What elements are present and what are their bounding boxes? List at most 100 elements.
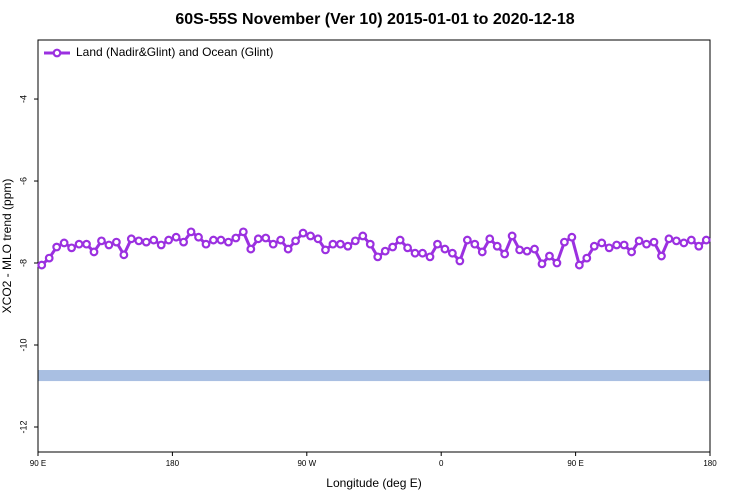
y-tick-label: -6: [18, 177, 28, 185]
data-point: [52, 242, 62, 252]
data-point: [560, 237, 569, 247]
data-point: [37, 260, 47, 270]
data-point: [283, 244, 293, 254]
data-point: [388, 242, 398, 252]
data-point: [246, 244, 256, 254]
data-point: [642, 239, 651, 249]
data-point: [574, 260, 584, 270]
data-point: [268, 239, 278, 249]
data-point: [567, 232, 577, 242]
data-point: [589, 241, 599, 251]
data-point: [298, 228, 308, 238]
data-point: [433, 239, 442, 249]
data-point: [119, 250, 129, 260]
data-point: [111, 237, 121, 247]
data-point: [649, 237, 659, 247]
data-point: [89, 247, 99, 257]
data-point: [701, 235, 711, 245]
data-point: [500, 249, 510, 259]
data-point: [253, 234, 263, 244]
data-point: [343, 241, 353, 251]
y-tick-label: -10: [18, 338, 28, 351]
legend-marker: [52, 48, 62, 58]
data-point: [186, 227, 196, 237]
data-point: [126, 234, 136, 244]
data-point: [515, 245, 524, 255]
data-point: [403, 243, 413, 253]
data-point: [462, 235, 472, 245]
data-point: [485, 234, 495, 244]
data-point: [216, 235, 226, 245]
data-point: [350, 236, 360, 246]
x-tick-label: 90 E: [30, 459, 46, 468]
data-point: [156, 240, 166, 250]
y-tick-label: -12: [18, 420, 28, 433]
x-tick-label: 0: [439, 459, 444, 468]
data-point: [373, 252, 383, 262]
data-point: [627, 247, 636, 257]
data-point: [395, 235, 405, 245]
coverage-band: [38, 370, 710, 382]
data-point: [59, 238, 69, 248]
legend-label: Land (Nadir&Glint) and Ocean (Glint): [76, 45, 273, 59]
data-point: [477, 247, 487, 257]
x-tick-label: 90 E: [567, 459, 583, 468]
data-point: [134, 236, 144, 246]
data-point: [448, 248, 457, 258]
data-point: [194, 232, 203, 242]
data-point: [291, 236, 301, 246]
data-point: [545, 251, 554, 261]
x-axis-label: Longitude (deg E): [326, 476, 421, 490]
data-point: [74, 239, 84, 249]
data-point: [328, 239, 338, 249]
data-point: [201, 239, 211, 249]
data-point: [440, 244, 450, 254]
data-point: [679, 238, 689, 248]
data-point: [306, 231, 315, 241]
data-point: [410, 248, 420, 258]
data-point: [425, 252, 435, 262]
y-tick-label: -4: [18, 95, 28, 103]
y-axis-label: XCO2 - MLO trend (ppm): [0, 179, 14, 314]
y-tick-label: -8: [18, 259, 28, 267]
data-point: [672, 236, 681, 246]
data-point: [261, 233, 271, 243]
data-point: [694, 241, 704, 251]
data-point: [664, 234, 674, 244]
data-point: [492, 241, 502, 251]
data-point: [209, 235, 218, 245]
chart-title: 60S-55S November (Ver 10) 2015-01-01 to …: [175, 11, 574, 28]
data-point: [97, 236, 106, 246]
x-tick-label: 90 W: [297, 459, 316, 468]
x-tick-label: 180: [166, 459, 180, 468]
data-point: [67, 243, 76, 253]
data-point: [582, 253, 592, 263]
data-point: [657, 251, 666, 261]
plot-frame: [37, 39, 711, 453]
data-point: [619, 240, 629, 250]
data-point: [276, 235, 286, 245]
data-point: [336, 239, 345, 249]
data-point: [597, 238, 607, 248]
data-point: [418, 248, 427, 258]
data-point: [141, 237, 151, 247]
data-point: [164, 235, 174, 245]
data-point: [634, 236, 644, 246]
data-point: [238, 227, 248, 237]
data-point: [612, 240, 622, 250]
data-point: [82, 239, 91, 249]
data-point: [686, 235, 696, 245]
data-point: [313, 234, 323, 244]
data-point: [231, 233, 241, 243]
data-point: [223, 237, 233, 247]
data-point: [507, 231, 517, 241]
data-point: [321, 245, 330, 255]
data-point: [455, 256, 465, 266]
data-point: [380, 246, 390, 256]
data-point: [604, 243, 614, 253]
data-point: [179, 237, 189, 247]
data-point: [470, 239, 480, 249]
data-point: [104, 240, 114, 250]
data-point: [171, 232, 181, 242]
